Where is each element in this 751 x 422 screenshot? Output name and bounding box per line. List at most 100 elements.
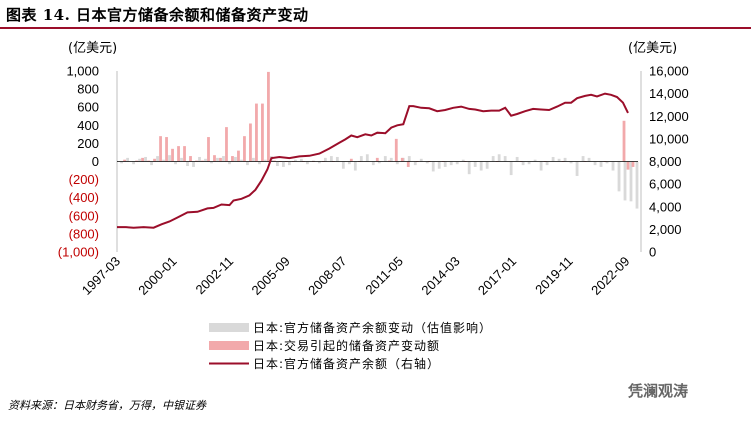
left-tick-label: 1,000 — [66, 64, 99, 79]
right-tick-label: 2,000 — [649, 222, 682, 237]
right-axis-unit: (亿美元) — [628, 41, 677, 56]
valuation-bar — [509, 161, 513, 176]
valuation-bar — [288, 161, 291, 166]
left-tick-label: (600) — [69, 208, 99, 223]
title-divider — [0, 27, 751, 29]
x-tick-label: 2000-01 — [135, 254, 179, 298]
valuation-bar — [611, 161, 615, 171]
balance-line-group — [117, 92, 629, 229]
valuation-bar — [144, 156, 147, 162]
transaction-bar — [273, 160, 276, 162]
left-tick-label: 0 — [92, 154, 99, 169]
valuation-bar — [503, 156, 507, 162]
transaction-bar — [400, 157, 404, 162]
valuation-bar — [461, 159, 465, 162]
valuation-bar — [491, 156, 495, 162]
valuation-bar — [605, 161, 609, 164]
valuation-bar — [575, 161, 579, 176]
legend-label: 日本:官方储备资产余额（右轴） — [253, 356, 440, 371]
right-axis: (亿美元) 16,000 14,000 12,000 10,000 8,000 6,000 4… — [628, 41, 689, 260]
left-tick-label: 600 — [77, 100, 99, 115]
valuation-bar — [419, 158, 423, 162]
transaction-bar — [189, 156, 192, 162]
transaction-bar — [225, 127, 228, 162]
valuation-bar — [186, 161, 189, 167]
valuation-bar — [377, 161, 381, 164]
left-tick-label: (1,000) — [58, 245, 99, 260]
valuation-bar — [371, 161, 375, 166]
valuation-bar — [551, 156, 555, 162]
legend: 日本:官方储备资产余额变动（估值影响） 日本:交易引起的储备资产变动额日本:官方储… — [209, 320, 492, 371]
transaction-bar — [375, 157, 379, 162]
transaction-bar — [147, 160, 150, 162]
transaction-bar — [255, 103, 258, 162]
valuation-bar — [174, 161, 177, 165]
x-tick-label: 2002-11 — [193, 254, 237, 298]
valuation-bar — [138, 158, 141, 162]
x-tick-label: 2017-01 — [475, 254, 519, 298]
valuation-bar — [527, 161, 531, 165]
valuation-bar — [437, 161, 441, 169]
x-tick-label: 2008-07 — [305, 254, 349, 298]
reserve-chart: (亿美元) 1,000 800 600 400 200 0 (200) (400) (600) (8… — [58, 41, 689, 371]
valuation-bar — [210, 161, 213, 164]
left-tick-label: 800 — [77, 82, 99, 97]
transaction-bar — [177, 146, 180, 162]
transaction-bar — [249, 123, 252, 162]
transaction-bar — [631, 161, 635, 167]
transaction-bar — [387, 160, 391, 162]
right-tick-label: 14,000 — [649, 86, 689, 101]
valuation-bar — [204, 158, 207, 162]
transaction-bar — [183, 146, 186, 162]
valuation-bar — [162, 159, 165, 162]
valuation-bar — [635, 161, 639, 209]
valuation-bar — [539, 161, 543, 171]
legend-transaction-swatch — [209, 341, 249, 350]
valuation-bar — [383, 156, 387, 162]
valuation-bar — [629, 161, 633, 202]
transaction-bar — [626, 161, 630, 170]
valuation-bar — [617, 161, 621, 192]
valuation-bar — [222, 156, 225, 162]
valuation-bar — [569, 161, 573, 164]
transaction-bar — [349, 158, 353, 162]
valuation-bar — [425, 161, 429, 164]
bars-group — [117, 71, 639, 209]
valuation-bar — [413, 161, 417, 166]
transaction-bar — [213, 155, 216, 162]
valuation-bar — [449, 161, 453, 166]
valuation-bar — [240, 159, 243, 162]
legend-label: 日本:官方储备资产余额变动（估值影响） — [253, 320, 492, 335]
valuation-bar — [473, 161, 477, 167]
x-tick-label: 2022-09 — [588, 254, 632, 298]
x-tick-label: 2019-11 — [532, 254, 576, 298]
balance-line — [117, 92, 629, 229]
transaction-bar — [622, 120, 626, 162]
valuation-bar — [132, 161, 135, 165]
transaction-bar — [123, 159, 126, 162]
valuation-bar — [407, 156, 411, 162]
transaction-bar — [267, 71, 270, 162]
valuation-bar — [299, 158, 303, 162]
valuation-bar — [258, 161, 261, 165]
valuation-bar — [168, 155, 171, 162]
valuation-bar — [252, 157, 255, 162]
valuation-bar — [246, 161, 249, 166]
left-tick-label: 400 — [77, 118, 99, 133]
valuation-bar — [359, 156, 363, 162]
x-tick-label: 1997-03 — [79, 254, 123, 298]
valuation-bar — [180, 157, 183, 162]
valuation-bar — [557, 158, 561, 162]
left-tick-label: (200) — [69, 172, 99, 187]
valuation-bar — [479, 161, 483, 171]
valuation-bar — [305, 161, 309, 165]
valuation-bar — [156, 156, 159, 162]
valuation-bar — [276, 161, 279, 167]
left-axis-unit: (亿美元) — [68, 41, 117, 56]
valuation-bar — [515, 156, 519, 162]
right-tick-label: 8,000 — [649, 154, 682, 169]
valuation-bar — [599, 161, 603, 167]
valuation-bar — [234, 156, 237, 162]
valuation-bar — [587, 157, 591, 162]
source-note: 资料来源：日本财务省，万得，中银证券 — [8, 399, 206, 412]
